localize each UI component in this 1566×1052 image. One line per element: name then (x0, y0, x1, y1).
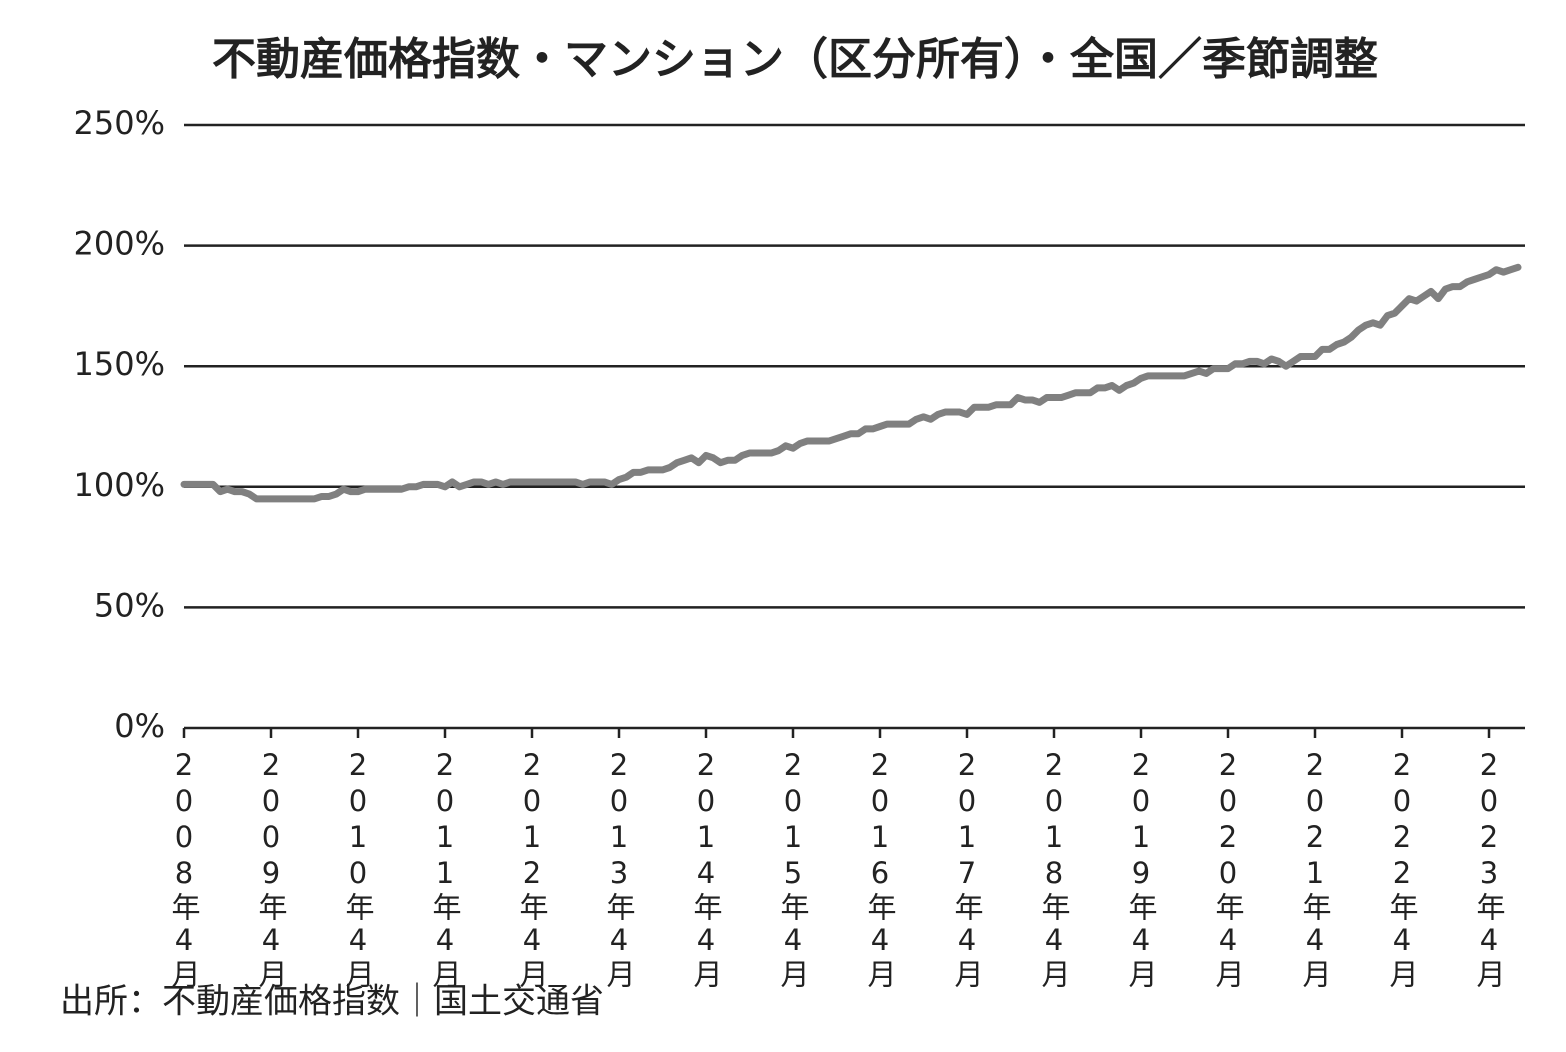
x-tick-label: 2013年4月 (602, 748, 636, 990)
x-tick-label: 2018年4月 (1037, 748, 1071, 990)
x-tick-label: 2020年4月 (1211, 748, 1245, 990)
source-note: 出所：不動産価格指数｜国土交通省 (60, 982, 604, 1022)
x-tick-label: 2021年4月 (1298, 748, 1332, 990)
x-tick-label: 2023年4月 (1472, 748, 1506, 990)
x-tick-label: 2015年4月 (776, 748, 810, 990)
x-tick-label: 2011年4月 (428, 748, 462, 990)
x-tick-label: 2010年4月 (341, 748, 375, 990)
y-tick-label: 200% (74, 225, 165, 263)
x-tick-label: 2016年4月 (863, 748, 897, 990)
x-tick-label: 2019年4月 (1124, 748, 1158, 990)
y-tick-label: 50% (94, 586, 165, 624)
data-line (180, 263, 1522, 503)
y-tick-label: 100% (74, 466, 165, 504)
x-tick-label: 2008年4月 (167, 748, 201, 990)
x-tick-label: 2014年4月 (689, 748, 723, 990)
y-tick-label: 150% (74, 345, 165, 383)
x-tick-label: 2009年4月 (254, 748, 288, 990)
chart-title: 不動産価格指数・マンション（区分所有）・全国／季節調整 (212, 34, 1378, 85)
x-tick-label: 2017年4月 (950, 748, 984, 990)
y-tick-label: 250% (74, 104, 165, 142)
x-tick-label: 2012年4月 (515, 748, 549, 990)
y-tick-label: 0% (114, 707, 165, 745)
x-tick-label: 2022年4月 (1385, 748, 1419, 990)
